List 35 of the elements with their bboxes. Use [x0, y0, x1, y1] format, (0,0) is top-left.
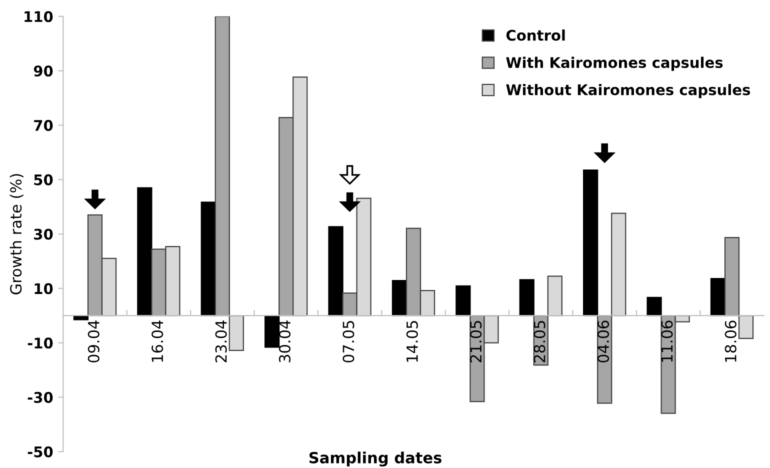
y-tick-label: 90 [34, 66, 53, 77]
legend-label: With Kairomones capsules [506, 56, 723, 71]
y-tick-label: 50 [34, 174, 53, 186]
x-axis-title: Sampling dates [309, 452, 442, 467]
y-tick-label: -50 [28, 446, 53, 458]
y-tick-label: 110 [24, 11, 53, 22]
y-tick-label: 10 [34, 283, 53, 294]
y-tick-label: -10 [28, 338, 53, 349]
x-tick-label: 09.04 [88, 320, 100, 362]
x-tick-label: 07.05 [342, 321, 354, 362]
bar [646, 296, 662, 316]
y-axis-title: Growth rate (%) [10, 174, 24, 294]
x-tick-label: 16.04 [152, 320, 164, 362]
x-tick-label: 14.05 [406, 321, 418, 362]
legend-label: Control [506, 30, 565, 41]
x-tick-label: 28.05 [534, 321, 546, 362]
bar [710, 278, 726, 316]
bar [264, 315, 280, 348]
y-tick-label: 70 [34, 120, 53, 131]
bar [583, 170, 598, 316]
x-tick-label: 30.04 [278, 320, 291, 362]
x-tick-label: 23.04 [215, 320, 227, 362]
x-tick-label: 18.06 [724, 320, 736, 362]
bar [456, 285, 471, 316]
bar [200, 202, 216, 316]
y-tick-label: 30 [34, 228, 53, 240]
bar [392, 280, 408, 316]
bar [519, 279, 534, 316]
legend-label: Without Kairomones capsules [506, 84, 750, 98]
x-tick-label: 11.06 [661, 320, 673, 362]
bar [328, 226, 344, 316]
x-tick-label: 04.06 [597, 320, 610, 362]
x-tick-label: 21.05 [470, 321, 482, 362]
bar [137, 187, 152, 316]
y-tick-label: -30 [28, 392, 53, 403]
